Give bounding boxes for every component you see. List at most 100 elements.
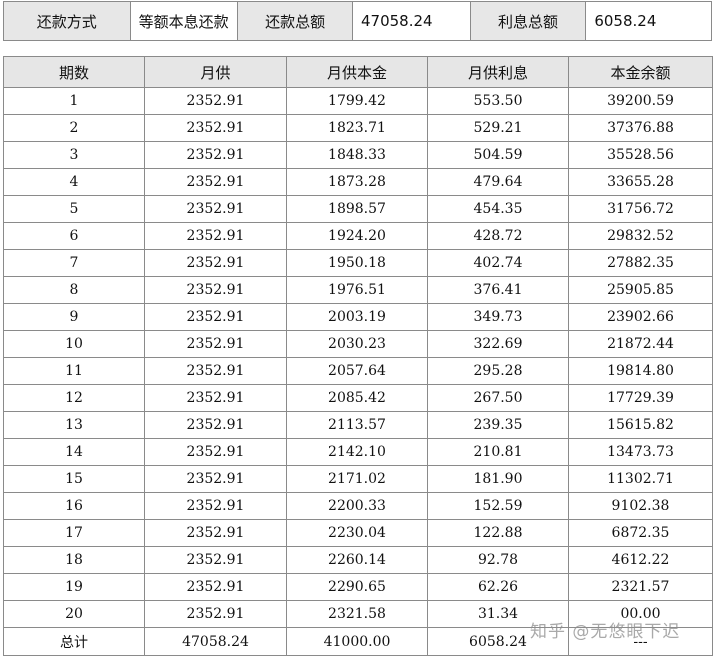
cell-principal: 2085.42: [286, 384, 428, 412]
cell-interest: 181.90: [427, 465, 569, 493]
cell-monthly-payment: 2352.91: [144, 303, 287, 331]
cell-monthly-payment: 2352.91: [144, 384, 287, 412]
cell-period: 1: [3, 87, 145, 115]
cell-remaining-balance: 35528.56: [568, 141, 713, 169]
repayment-schedule-table: 期数 月供 月供本金 月供利息 本金余额 1 2352.91 1799.42 553.…: [3, 56, 713, 656]
table-row: 5 2352.91 1898.57 454.35 31756.72: [3, 195, 713, 223]
repayment-method-label: 还款方式: [4, 2, 131, 40]
cell-monthly-payment: 2352.91: [144, 222, 287, 250]
cell-monthly-payment: 2352.91: [144, 573, 287, 601]
cell-remaining-balance: 37376.88: [568, 114, 713, 142]
cell-interest: 239.35: [427, 411, 569, 439]
table-row: 8 2352.91 1976.51 376.41 25905.85: [3, 276, 713, 304]
cell-interest: 322.69: [427, 330, 569, 358]
cell-remaining-balance: 00.00: [568, 600, 713, 628]
cell-monthly-payment: 2352.91: [144, 438, 287, 466]
total-principal: 41000.00: [286, 627, 428, 656]
cell-principal: 1898.57: [286, 195, 428, 223]
cell-principal: 1873.28: [286, 168, 428, 196]
header-principal: 月供本金: [286, 56, 428, 88]
cell-principal: 2321.58: [286, 600, 428, 628]
table-row: 4 2352.91 1873.28 479.64 33655.28: [3, 168, 713, 196]
cell-remaining-balance: 15615.82: [568, 411, 713, 439]
cell-period: 2: [3, 114, 145, 142]
total-repayment-value: 47058.24: [353, 2, 471, 40]
cell-interest: 349.73: [427, 303, 569, 331]
total-row: 总计 47058.24 41000.00 6058.24 ---: [3, 627, 713, 656]
cell-remaining-balance: 27882.35: [568, 249, 713, 277]
cell-period: 4: [3, 168, 145, 196]
cell-interest: 504.59: [427, 141, 569, 169]
cell-remaining-balance: 2321.57: [568, 573, 713, 601]
cell-interest: 122.88: [427, 519, 569, 547]
cell-monthly-payment: 2352.91: [144, 114, 287, 142]
cell-period: 6: [3, 222, 145, 250]
cell-interest: 428.72: [427, 222, 569, 250]
table-row: 20 2352.91 2321.58 31.34 00.00: [3, 600, 713, 628]
cell-principal: 1799.42: [286, 87, 428, 115]
cell-period: 17: [3, 519, 145, 547]
cell-monthly-payment: 2352.91: [144, 168, 287, 196]
cell-period: 16: [3, 492, 145, 520]
header-monthly-payment: 月供: [144, 56, 287, 88]
table-row: 7 2352.91 1950.18 402.74 27882.35: [3, 249, 713, 277]
cell-period: 15: [3, 465, 145, 493]
cell-interest: 454.35: [427, 195, 569, 223]
total-repayment-label: 还款总额: [238, 2, 353, 40]
total-label: 总计: [3, 627, 145, 656]
table-row: 15 2352.91 2171.02 181.90 11302.71: [3, 465, 713, 493]
table-row: 3 2352.91 1848.33 504.59 35528.56: [3, 141, 713, 169]
cell-remaining-balance: 19814.80: [568, 357, 713, 385]
cell-remaining-balance: 25905.85: [568, 276, 713, 304]
cell-period: 20: [3, 600, 145, 628]
cell-interest: 62.26: [427, 573, 569, 601]
header-period: 期数: [3, 56, 145, 88]
cell-principal: 1924.20: [286, 222, 428, 250]
cell-period: 12: [3, 384, 145, 412]
cell-remaining-balance: 31756.72: [568, 195, 713, 223]
total-remaining-balance: ---: [568, 627, 713, 656]
cell-monthly-payment: 2352.91: [144, 546, 287, 574]
cell-monthly-payment: 2352.91: [144, 195, 287, 223]
cell-principal: 2260.14: [286, 546, 428, 574]
total-interest-value: 6058.24: [586, 2, 711, 40]
cell-interest: 479.64: [427, 168, 569, 196]
cell-interest: 152.59: [427, 492, 569, 520]
cell-remaining-balance: 39200.59: [568, 87, 713, 115]
cell-remaining-balance: 11302.71: [568, 465, 713, 493]
table-row: 2 2352.91 1823.71 529.21 37376.88: [3, 114, 713, 142]
cell-principal: 2030.23: [286, 330, 428, 358]
table-row: 14 2352.91 2142.10 210.81 13473.73: [3, 438, 713, 466]
cell-interest: 402.74: [427, 249, 569, 277]
cell-period: 18: [3, 546, 145, 574]
summary-bar: 还款方式 等额本息还款 还款总额 47058.24 利息总额 6058.24: [3, 1, 712, 41]
cell-interest: 210.81: [427, 438, 569, 466]
cell-remaining-balance: 13473.73: [568, 438, 713, 466]
cell-remaining-balance: 4612.22: [568, 546, 713, 574]
cell-monthly-payment: 2352.91: [144, 249, 287, 277]
cell-period: 3: [3, 141, 145, 169]
cell-principal: 2171.02: [286, 465, 428, 493]
cell-principal: 2142.10: [286, 438, 428, 466]
cell-monthly-payment: 2352.91: [144, 330, 287, 358]
total-monthly-payment: 47058.24: [144, 627, 287, 656]
cell-period: 19: [3, 573, 145, 601]
cell-monthly-payment: 2352.91: [144, 519, 287, 547]
cell-period: 8: [3, 276, 145, 304]
cell-monthly-payment: 2352.91: [144, 87, 287, 115]
cell-period: 11: [3, 357, 145, 385]
cell-monthly-payment: 2352.91: [144, 141, 287, 169]
cell-monthly-payment: 2352.91: [144, 465, 287, 493]
cell-interest: 31.34: [427, 600, 569, 628]
cell-principal: 1823.71: [286, 114, 428, 142]
cell-remaining-balance: 6872.35: [568, 519, 713, 547]
cell-period: 13: [3, 411, 145, 439]
total-interest-label: 利息总额: [470, 2, 587, 40]
watermark: 知乎 @无悠眼下迟: [530, 622, 681, 642]
table-row: 19 2352.91 2290.65 62.26 2321.57: [3, 573, 713, 601]
cell-interest: 267.50: [427, 384, 569, 412]
cell-period: 5: [3, 195, 145, 223]
cell-interest: 553.50: [427, 87, 569, 115]
repayment-method-value: 等额本息还款: [130, 2, 239, 40]
cell-interest: 295.28: [427, 357, 569, 385]
